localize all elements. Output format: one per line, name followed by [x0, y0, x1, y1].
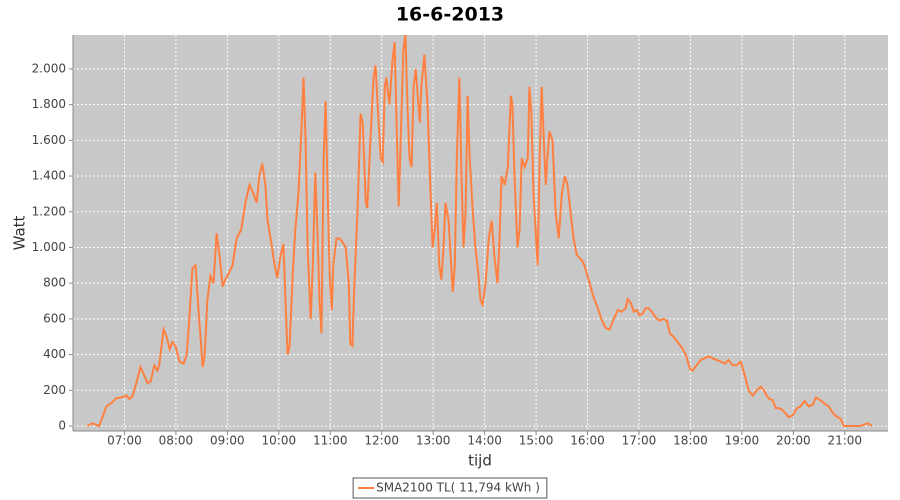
- x-axis-label: tijd: [468, 452, 492, 470]
- x-tick-label: 15:00: [519, 434, 554, 448]
- chart-title: 16-6-2013: [396, 4, 504, 26]
- legend-box: [352, 477, 548, 499]
- y-tick-label: 0: [58, 419, 66, 433]
- data-line: [86, 35, 873, 428]
- x-tick-label: 20:00: [776, 434, 811, 448]
- y-tick-label: 1.600: [32, 133, 66, 147]
- x-tick-label: 14:00: [467, 434, 502, 448]
- x-tick-label: 09:00: [210, 434, 245, 448]
- y-axis-label: Watt: [11, 215, 29, 250]
- y-tick-label: 1.400: [32, 169, 66, 183]
- y-tick-label: 1.800: [32, 97, 66, 111]
- y-tick-label: 1.200: [32, 204, 66, 218]
- x-tick-label: 11:00: [313, 434, 348, 448]
- x-tick-label: 18:00: [673, 434, 708, 448]
- x-tick-label: 21:00: [827, 434, 862, 448]
- y-tick-label: 200: [43, 383, 66, 397]
- x-tick-label: 13:00: [416, 434, 451, 448]
- x-tick-label: 07:00: [107, 434, 142, 448]
- y-tick-label: 800: [43, 276, 66, 290]
- x-tick-label: 10:00: [262, 434, 297, 448]
- x-tick-label: 12:00: [364, 434, 399, 448]
- x-tick-label: 16:00: [570, 434, 605, 448]
- y-tick-label: 1.000: [32, 240, 66, 254]
- x-tick-label: 17:00: [622, 434, 657, 448]
- y-tick-label: 2.000: [32, 61, 66, 75]
- x-tick-label: 19:00: [725, 434, 760, 448]
- y-tick-label: 600: [43, 311, 66, 325]
- plot-area: [73, 35, 888, 431]
- legend-label: SMA2100 TL( 11,794 kWh ): [376, 481, 540, 495]
- y-tick-label: 400: [43, 347, 66, 361]
- x-tick-label: 08:00: [159, 434, 194, 448]
